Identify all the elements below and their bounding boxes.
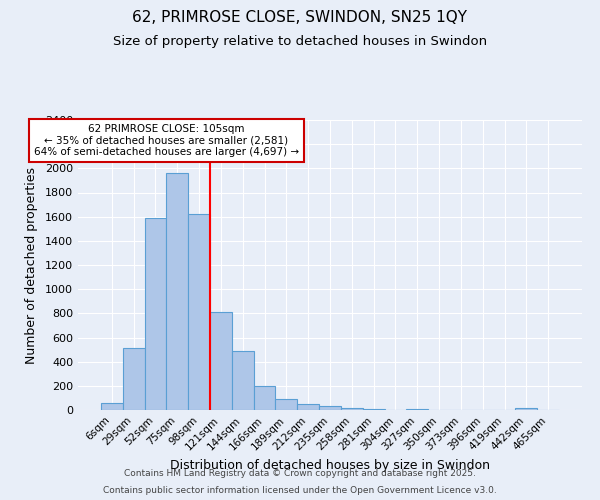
Bar xyxy=(515,408,537,410)
Bar xyxy=(319,406,341,410)
Bar xyxy=(166,173,188,410)
X-axis label: Distribution of detached houses by size in Swindon: Distribution of detached houses by size … xyxy=(170,458,490,471)
Text: Size of property relative to detached houses in Swindon: Size of property relative to detached ho… xyxy=(113,35,487,48)
Bar xyxy=(145,218,166,410)
Bar xyxy=(254,386,275,410)
Bar xyxy=(188,214,210,410)
Bar xyxy=(341,408,363,410)
Bar xyxy=(232,351,254,410)
Bar xyxy=(210,312,232,410)
Text: Contains HM Land Registry data © Crown copyright and database right 2025.: Contains HM Land Registry data © Crown c… xyxy=(124,468,476,477)
Bar xyxy=(101,403,123,410)
Bar xyxy=(123,348,145,410)
Bar xyxy=(275,399,297,410)
Bar xyxy=(406,409,428,410)
Text: 62 PRIMROSE CLOSE: 105sqm
← 35% of detached houses are smaller (2,581)
64% of se: 62 PRIMROSE CLOSE: 105sqm ← 35% of detac… xyxy=(34,124,299,157)
Bar xyxy=(297,404,319,410)
Text: 62, PRIMROSE CLOSE, SWINDON, SN25 1QY: 62, PRIMROSE CLOSE, SWINDON, SN25 1QY xyxy=(133,10,467,25)
Text: Contains public sector information licensed under the Open Government Licence v3: Contains public sector information licen… xyxy=(103,486,497,495)
Y-axis label: Number of detached properties: Number of detached properties xyxy=(25,166,38,364)
Bar xyxy=(363,409,385,410)
